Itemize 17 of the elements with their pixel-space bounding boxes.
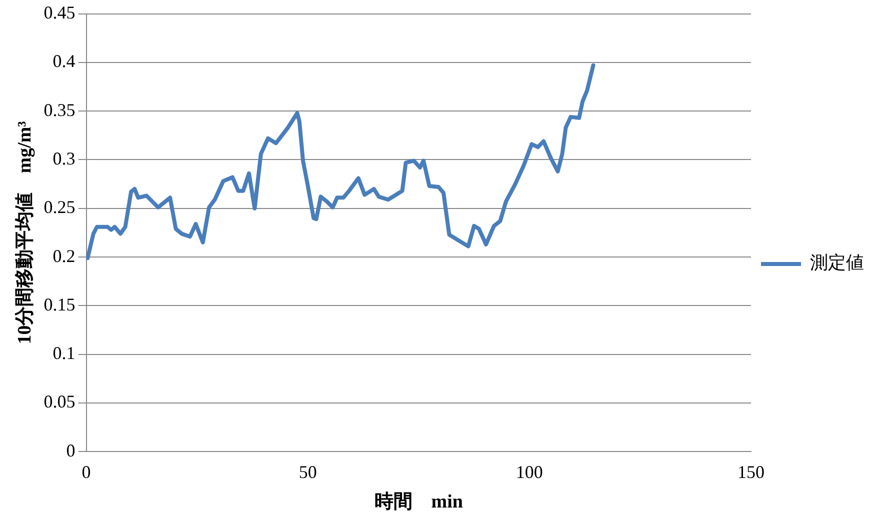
- y-tick-label: 0.1: [52, 343, 76, 364]
- y-tick-label: 0.2: [52, 246, 76, 266]
- y-tick-label: 0: [66, 440, 76, 460]
- y-tick-label: 0.45: [44, 2, 76, 23]
- y-tick-label: 0.05: [44, 392, 76, 412]
- y-tick-label: 0.3: [52, 148, 76, 168]
- legend-label: 測定値: [810, 252, 864, 273]
- y-tick-label: 0.25: [44, 197, 76, 218]
- x-tick-label: 150: [738, 462, 764, 482]
- y-tick-label: 0.15: [44, 294, 76, 314]
- x-tick-label: 0: [82, 462, 91, 482]
- y-tick-label: 0.35: [44, 100, 76, 120]
- x-tick-label: 100: [516, 462, 543, 482]
- x-axis-title: 時間 min: [374, 490, 464, 513]
- y-axis-title: 10分間移動平均値 mg/m³: [14, 120, 36, 344]
- y-tick-label: 0.4: [52, 51, 76, 72]
- x-tick-label: 50: [298, 462, 317, 482]
